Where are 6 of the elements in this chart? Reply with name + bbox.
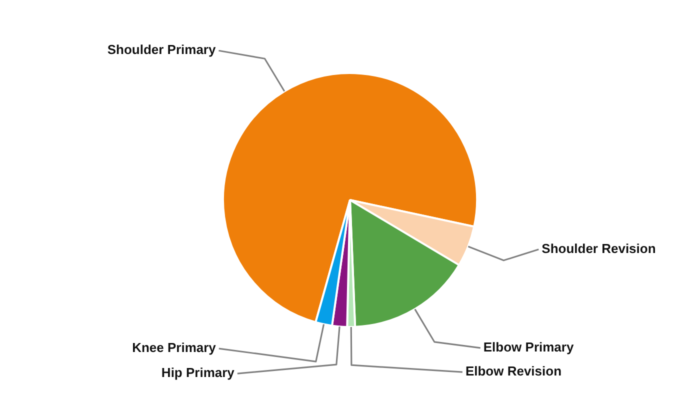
slice-label: Shoulder Primary	[107, 42, 216, 58]
slice-label: Hip Primary	[161, 365, 236, 380]
slice-label: Shoulder Revision	[542, 240, 656, 256]
slice-label: Elbow Revision	[465, 364, 562, 379]
slice-label: Elbow Primary	[483, 339, 574, 354]
slice-label: Knee Primary	[132, 340, 217, 356]
